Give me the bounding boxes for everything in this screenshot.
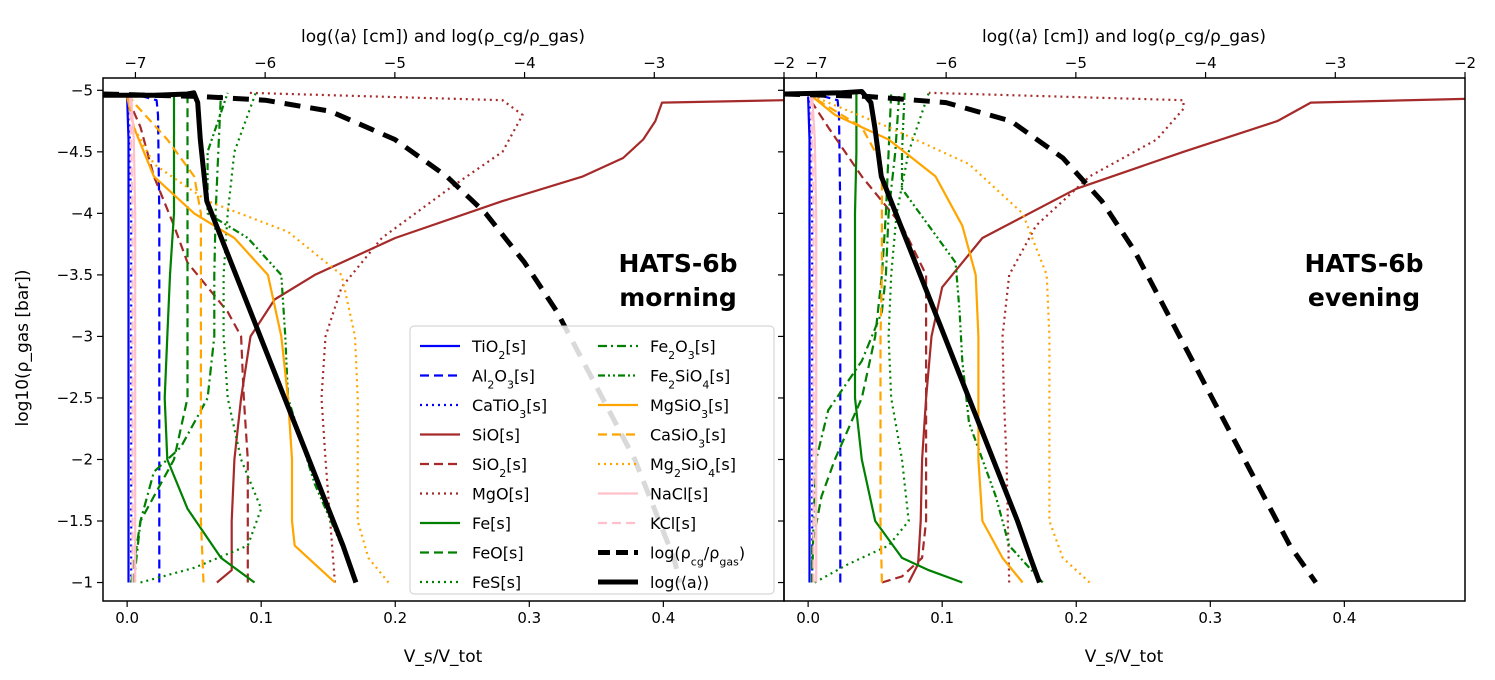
legend-label: KCl[s] [650,514,696,533]
legend-label: Al2O3[s] [472,367,535,392]
evening-axes: 0.0 0.1 0.2 0.3 0.4 −7 −6 −5 −4 −3 −2 [778,54,1476,627]
series-MgSiO3[s] [126,96,336,584]
series-log(ρ_cg/ρ_gas) [784,91,1318,584]
y-tick-label: −4.5 [57,143,93,161]
series-SiO[s] [907,97,1465,584]
legend-label: log(⟨a⟩) [650,573,709,592]
legend-label: MgO[s] [472,485,529,504]
series-SiO[s] [216,99,784,584]
legend-label: SiO[s] [472,426,520,445]
y-tick-label: −2.5 [57,389,93,407]
legend-label: SiO2[s] [472,455,527,480]
legend-label: CaSiO3[s] [650,426,726,451]
top-tick-label: −3 [1324,54,1346,72]
series-FeS[s] [814,92,930,584]
series-MgO[s] [928,91,1185,583]
top-tick-label: −2 [773,54,795,72]
series-Fe[s] [163,92,256,584]
series-log(⟨a⟩) [103,90,359,584]
series-KCl[s] [809,96,815,583]
series-Fe[s] [853,92,963,584]
top-tick-label: −7 [124,54,146,72]
series-NaCl[s] [811,96,818,583]
legend-label: Fe2O3[s] [650,337,716,362]
series-TiO2[s] [126,96,130,583]
top-axis-label-left: log(⟨a⟩ [cm]) and log(ρ_cg/ρ_gas) [301,27,585,47]
legend-label: Fe2SiO4[s] [650,367,730,392]
series-FeO[s] [130,92,189,583]
y-tick-label: −4 [71,204,93,222]
x-tick-label: 0.2 [1064,609,1088,627]
x-tick-label: 0.0 [115,609,139,627]
series-Al2O3[s] [814,92,842,583]
evening-lines [784,89,1465,584]
panel-evening: 0.0 0.1 0.2 0.3 0.4 −7 −6 −5 −4 −3 −2 HATS-6b even… [778,54,1476,627]
top-tick-label: −3 [643,54,665,72]
legend-label: FeS[s] [472,573,521,592]
x-tick-label: 0.3 [517,609,541,627]
top-tick-label: −4 [514,54,536,72]
evening-annotation-line1: HATS-6b [1304,249,1423,278]
x-tick-label: 0.2 [383,609,407,627]
morning-lines [103,90,784,584]
bottom-axis-label-left: V_s/V_tot [404,647,483,667]
y-tick-label: −3.5 [57,266,93,284]
legend-label: MgSiO3[s] [650,396,729,421]
x-tick-label: 0.3 [1198,609,1222,627]
top-tick-label: −5 [1065,54,1087,72]
top-axis-label-right: log(⟨a⟩ [cm]) and log(ρ_cg/ρ_gas) [982,27,1266,47]
legend-label: Fe[s] [472,514,511,533]
top-tick-label: −6 [935,54,957,72]
series-CaTiO3[s] [127,96,133,583]
series-log(⟨a⟩) [784,89,1042,584]
legend-box [409,325,775,595]
morning-annotation-line1: HATS-6b [618,249,737,278]
series-CaSiO3[s] [126,92,205,583]
series-CaTiO3[s] [808,96,814,583]
series-Fe2SiO4[s] [900,92,1044,584]
top-tick-label: −7 [805,54,827,72]
series-Al2O3[s] [133,92,161,583]
series-KCl[s] [128,96,134,583]
legend-label: FeO[s] [472,544,524,563]
legend-label: Mg2SiO4[s] [650,455,736,480]
legend-label: TiO2[s] [471,337,526,362]
series-Fe2O3[s] [132,92,223,583]
y-tick-label: −1.5 [57,512,93,530]
x-tick-label: 0.4 [1332,609,1356,627]
bottom-axis-label-right: V_s/V_tot [1085,647,1164,667]
series-CaSiO3[s] [807,91,883,583]
evening-annotation-line2: evening [1308,283,1420,312]
legend-label: CaTiO3[s] [472,396,547,421]
series-FeS[s] [140,92,263,584]
x-tick-label: 0.1 [249,609,273,627]
y-tick-label: −5 [71,81,93,99]
series-TiO2[s] [807,96,811,583]
y-tick-label: −2 [71,450,93,468]
series-SiO2[s] [807,95,928,584]
legend: TiO2[s] Al2O3[s] CaTiO3[s] SiO[s] SiO2[s] MgO… [409,325,775,595]
x-tick-label: 0.0 [796,609,820,627]
y-tick-label: −1 [71,574,93,592]
series-Mg2SiO4[s] [807,92,1091,584]
left-axis-label: log10(ρ_gas [bar]) [13,269,33,426]
y-tick-label: −3 [71,327,93,345]
legend-label: NaCl[s] [650,485,708,504]
x-tick-label: 0.4 [651,609,675,627]
legend-entries: TiO2[s] Al2O3[s] CaTiO3[s] SiO[s] SiO2[s] MgO… [420,337,745,592]
x-tick-label: 0.1 [930,609,954,627]
series-MgSiO3[s] [811,95,1024,584]
morning-annotation-line2: morning [619,283,737,312]
top-tick-label: −2 [1454,54,1476,72]
top-tick-label: −6 [254,54,276,72]
axes-frame [783,77,1466,602]
series-NaCl[s] [130,96,137,583]
top-tick-label: −5 [384,54,406,72]
top-tick-label: −4 [1195,54,1217,72]
